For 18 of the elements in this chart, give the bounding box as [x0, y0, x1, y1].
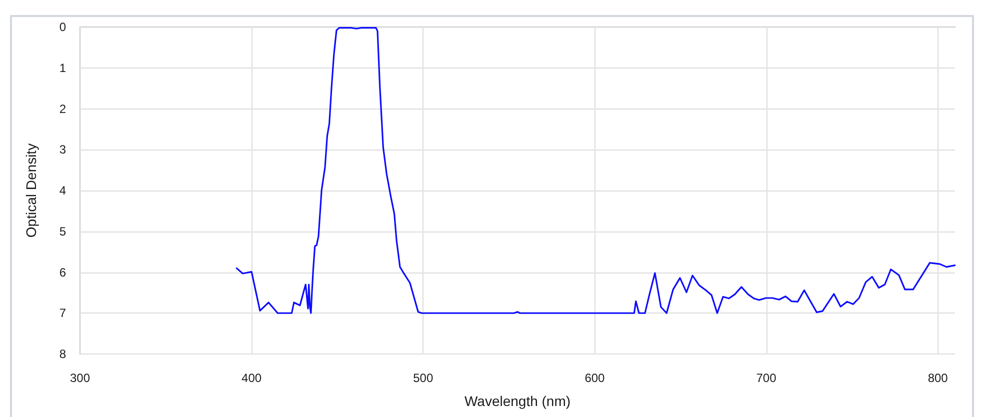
- x-tick-label: 500: [413, 371, 434, 385]
- y-tick-label: 4: [59, 184, 66, 198]
- y-tick-label: 3: [59, 142, 66, 157]
- y-tick-label: 8: [59, 347, 66, 361]
- y-tick-label: 7: [59, 306, 66, 320]
- x-axis-title: Wavelength (nm): [464, 393, 571, 409]
- line-series: [236, 27, 956, 314]
- x-tick-label: 800: [928, 371, 948, 385]
- x-tick-label: 600: [584, 371, 606, 385]
- y-tick-label: 2: [59, 102, 66, 116]
- y-tick-label: 5: [59, 224, 66, 238]
- x-tick-label: 300: [70, 371, 90, 385]
- y-tick-label: 0: [59, 20, 66, 34]
- y-tick-label: 6: [59, 265, 66, 280]
- y-tick-label: 1: [59, 60, 66, 75]
- y-axis-title: Optical Density: [23, 143, 39, 238]
- x-tick-label: 700: [756, 371, 777, 385]
- x-tick-label: 400: [242, 371, 262, 385]
